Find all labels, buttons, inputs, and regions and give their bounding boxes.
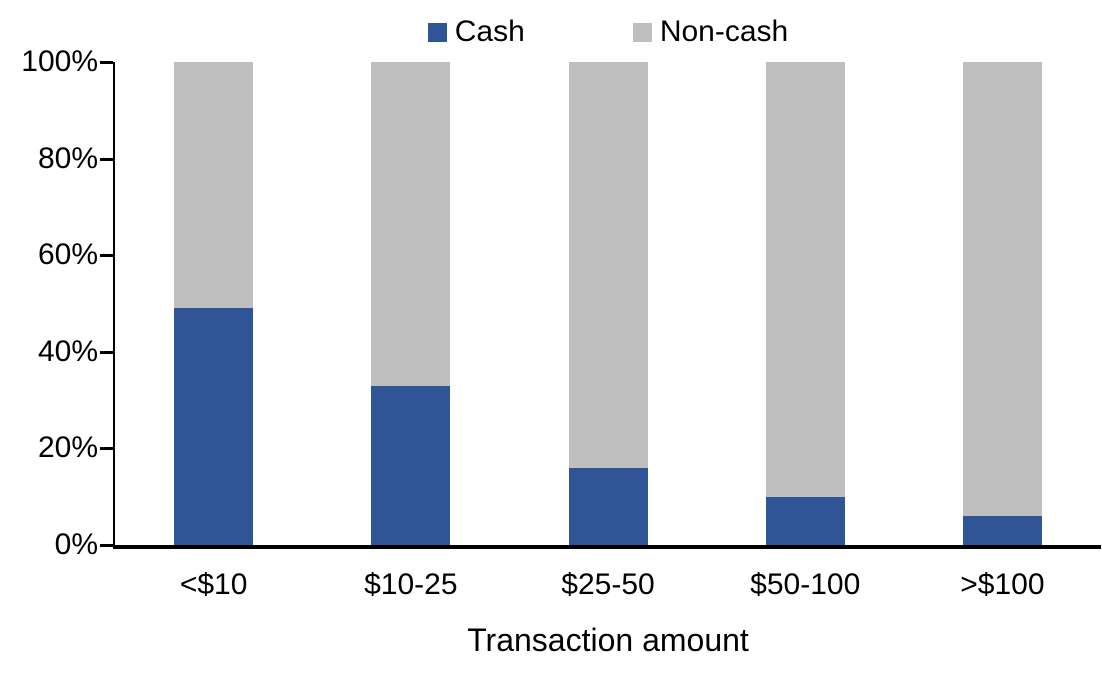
cash-segment	[568, 467, 648, 545]
cash-segment	[174, 308, 254, 545]
stacked-bar-3	[568, 62, 648, 545]
legend-marker-icon	[632, 22, 652, 42]
cash-segment	[765, 496, 845, 545]
cash-segment	[962, 516, 1042, 545]
legend-label: Non-cash	[659, 15, 789, 48]
cash-segment	[371, 385, 451, 545]
non-cash-segment	[371, 62, 451, 386]
y-axis-tick-label: 20%	[37, 431, 98, 465]
y-axis-tick	[100, 350, 113, 354]
non-cash-segment	[765, 62, 845, 497]
stacked-bar-4	[765, 62, 845, 545]
non-cash-segment	[174, 62, 254, 309]
legend-marker-icon	[427, 22, 447, 42]
y-axis-tick-label: 40%	[37, 334, 98, 368]
y-axis-tick-label: 80%	[37, 141, 98, 175]
non-cash-segment	[568, 62, 648, 468]
x-axis-category-label: >$100	[960, 568, 1045, 601]
plot-area	[113, 62, 1101, 549]
stacked-bar-2	[371, 62, 451, 545]
stacked-bar-1	[174, 62, 254, 545]
y-axis-tick	[100, 544, 113, 547]
y-axis-tick	[100, 447, 113, 451]
non-cash-segment	[962, 62, 1042, 517]
x-axis-category-label: $10-25	[364, 568, 458, 601]
legend-item-cash: Cash	[427, 15, 525, 49]
x-axis-category-label: $50-100	[750, 568, 861, 601]
y-axis-tick	[100, 157, 113, 161]
x-axis-title: Transaction amount	[467, 622, 749, 658]
y-axis-tick-label: 60%	[37, 238, 98, 272]
stacked-bar-5	[962, 62, 1042, 545]
chart-legend: Cash Non-cash	[115, 12, 1101, 52]
x-axis-labels: <$10 $10-25 $25-50 $50-100 >$100	[115, 568, 1101, 602]
y-axis-tick	[100, 254, 113, 258]
legend-label: Cash	[454, 15, 525, 48]
x-axis-category-label: <$10	[179, 568, 248, 601]
y-axis-tick-label: 0%	[54, 528, 98, 561]
y-axis-tick-label: 100%	[21, 45, 98, 78]
y-axis-tick	[100, 61, 113, 64]
x-axis-category-label: $25-50	[561, 568, 655, 601]
legend-item-non-cash: Non-cash	[632, 15, 789, 49]
